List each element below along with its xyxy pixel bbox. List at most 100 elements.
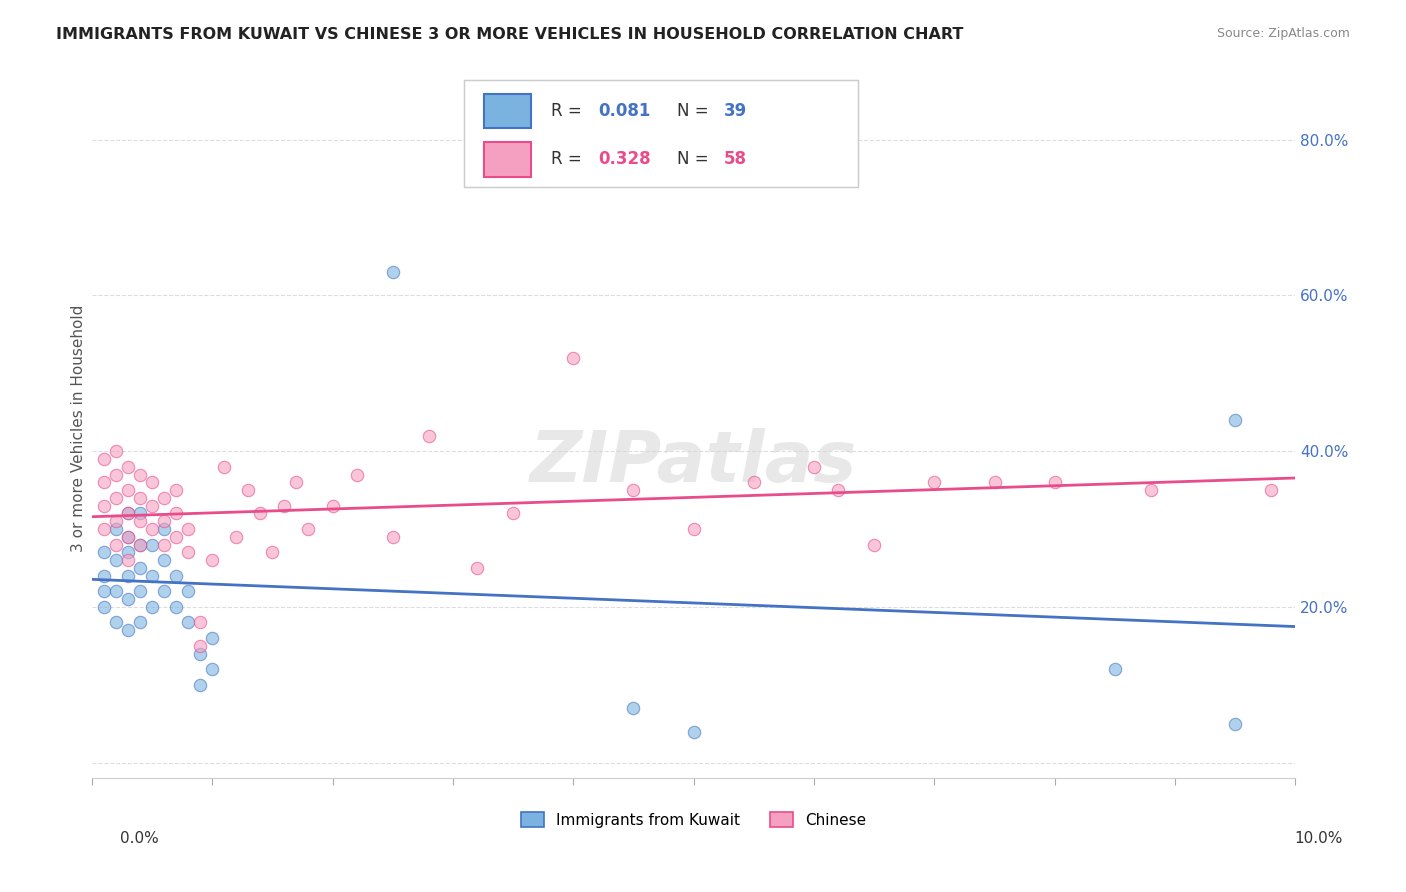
- Point: [165, 599, 187, 614]
- Point: [129, 584, 152, 599]
- Point: [623, 701, 645, 715]
- Point: [502, 507, 524, 521]
- FancyBboxPatch shape: [484, 143, 531, 177]
- Point: [1043, 475, 1066, 490]
- Point: [273, 499, 295, 513]
- Point: [93, 475, 115, 490]
- Point: [153, 538, 176, 552]
- Point: [117, 530, 139, 544]
- Point: [682, 522, 704, 536]
- Point: [201, 553, 224, 567]
- Point: [93, 499, 115, 513]
- Point: [93, 545, 115, 559]
- Legend: Immigrants from Kuwait, Chinese: Immigrants from Kuwait, Chinese: [515, 805, 873, 834]
- Point: [238, 483, 260, 497]
- Point: [104, 444, 127, 458]
- Point: [117, 568, 139, 582]
- Point: [104, 522, 127, 536]
- Point: [863, 538, 886, 552]
- Text: ZIPatlas: ZIPatlas: [530, 428, 858, 498]
- Point: [165, 483, 187, 497]
- Point: [93, 568, 115, 582]
- Text: 10.0%: 10.0%: [1295, 831, 1343, 846]
- Point: [129, 507, 152, 521]
- Point: [117, 459, 139, 474]
- Point: [117, 507, 139, 521]
- Point: [129, 514, 152, 528]
- Point: [165, 568, 187, 582]
- Point: [117, 553, 139, 567]
- Point: [188, 678, 211, 692]
- Point: [104, 553, 127, 567]
- Text: IMMIGRANTS FROM KUWAIT VS CHINESE 3 OR MORE VEHICLES IN HOUSEHOLD CORRELATION CH: IMMIGRANTS FROM KUWAIT VS CHINESE 3 OR M…: [56, 27, 963, 42]
- Point: [153, 584, 176, 599]
- Text: 58: 58: [724, 151, 747, 169]
- Point: [104, 467, 127, 482]
- Point: [165, 530, 187, 544]
- Point: [346, 467, 368, 482]
- Text: N =: N =: [676, 103, 713, 120]
- Point: [322, 499, 344, 513]
- Point: [177, 584, 200, 599]
- Point: [623, 483, 645, 497]
- Point: [141, 499, 163, 513]
- Point: [827, 483, 849, 497]
- Text: R =: R =: [551, 151, 586, 169]
- Text: R =: R =: [551, 103, 586, 120]
- Point: [93, 599, 115, 614]
- Text: 0.081: 0.081: [598, 103, 650, 120]
- Point: [141, 475, 163, 490]
- Text: 0.328: 0.328: [598, 151, 651, 169]
- Point: [129, 491, 152, 505]
- Point: [803, 459, 825, 474]
- Point: [129, 615, 152, 630]
- Point: [682, 724, 704, 739]
- Point: [262, 545, 284, 559]
- Point: [153, 522, 176, 536]
- Point: [188, 647, 211, 661]
- Point: [117, 507, 139, 521]
- Point: [141, 522, 163, 536]
- Point: [225, 530, 247, 544]
- Point: [117, 592, 139, 607]
- Point: [153, 491, 176, 505]
- Point: [201, 662, 224, 676]
- Point: [117, 545, 139, 559]
- Point: [1104, 662, 1126, 676]
- Point: [129, 467, 152, 482]
- Point: [104, 491, 127, 505]
- Point: [104, 538, 127, 552]
- FancyBboxPatch shape: [484, 95, 531, 128]
- Point: [165, 507, 187, 521]
- Text: Source: ZipAtlas.com: Source: ZipAtlas.com: [1216, 27, 1350, 40]
- Point: [129, 561, 152, 575]
- Point: [249, 507, 271, 521]
- Point: [117, 530, 139, 544]
- Point: [117, 483, 139, 497]
- Point: [141, 599, 163, 614]
- Point: [381, 530, 404, 544]
- Point: [562, 351, 585, 365]
- Point: [983, 475, 1005, 490]
- Point: [104, 514, 127, 528]
- Point: [153, 514, 176, 528]
- Point: [117, 624, 139, 638]
- Text: N =: N =: [676, 151, 713, 169]
- Point: [177, 615, 200, 630]
- Point: [1225, 413, 1247, 427]
- Point: [93, 452, 115, 467]
- Point: [1140, 483, 1163, 497]
- Point: [1225, 716, 1247, 731]
- Point: [285, 475, 308, 490]
- Text: 39: 39: [724, 103, 747, 120]
- Point: [201, 631, 224, 645]
- Point: [177, 545, 200, 559]
- Point: [381, 265, 404, 279]
- Point: [93, 522, 115, 536]
- Point: [418, 428, 440, 442]
- Point: [129, 538, 152, 552]
- Point: [297, 522, 319, 536]
- Point: [141, 568, 163, 582]
- Point: [141, 538, 163, 552]
- Point: [1260, 483, 1282, 497]
